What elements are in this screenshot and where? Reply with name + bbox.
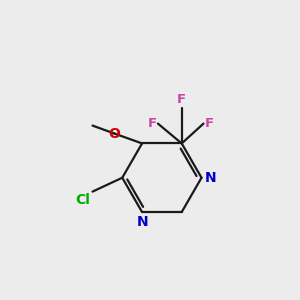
Text: N: N [136, 215, 148, 229]
Text: O: O [108, 127, 120, 140]
Text: N: N [205, 171, 216, 185]
Text: F: F [177, 93, 186, 106]
Text: F: F [205, 117, 214, 130]
Text: Cl: Cl [76, 193, 91, 207]
Text: F: F [148, 117, 157, 130]
